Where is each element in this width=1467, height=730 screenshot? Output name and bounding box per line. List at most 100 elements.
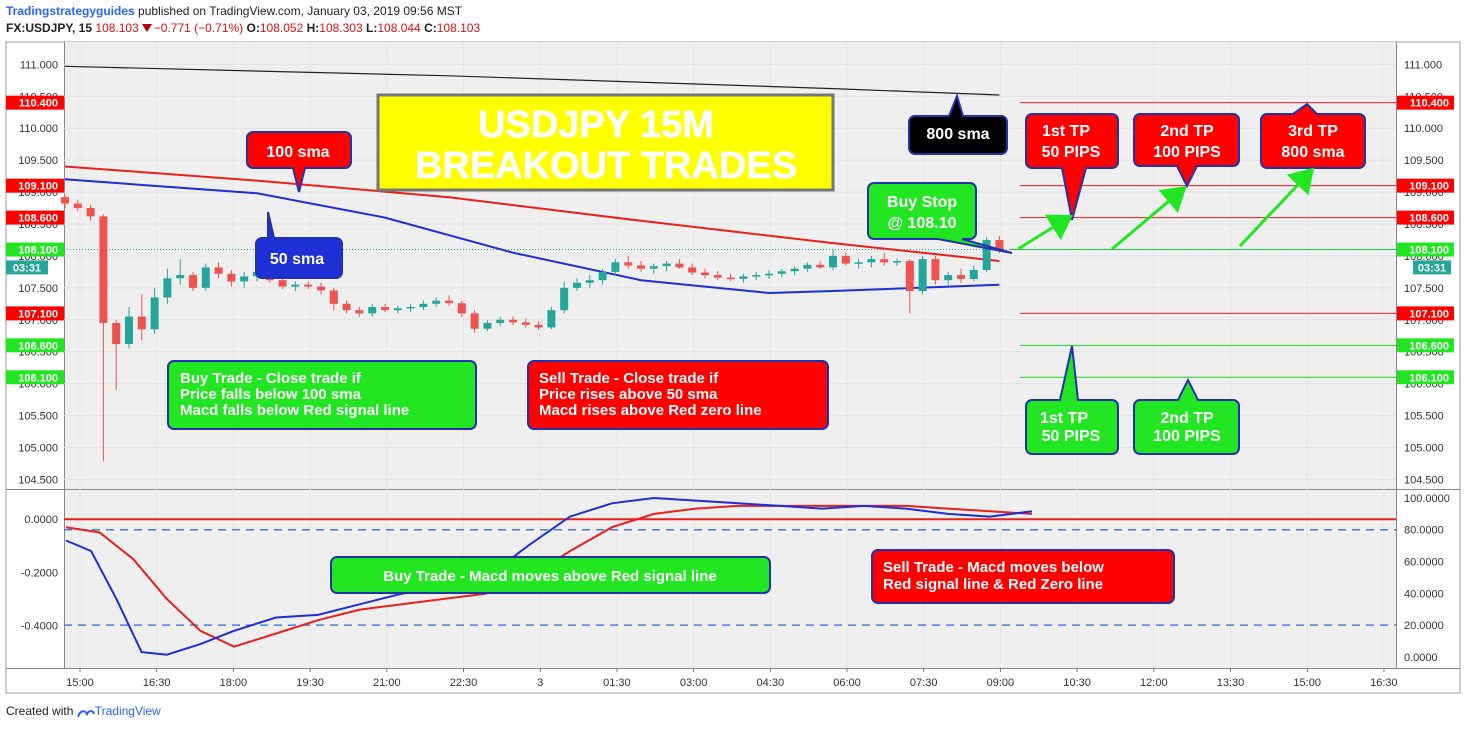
open-value: 108.052 (259, 21, 304, 35)
close-label: C: (424, 21, 437, 35)
candle-body (61, 197, 69, 204)
candle-body (854, 262, 863, 264)
publish-info: Tradingstrategyguides published on Tradi… (6, 4, 462, 18)
candle-body (918, 259, 927, 292)
indicator-tick-label: 0.0000 (1404, 652, 1438, 664)
candle-body (457, 303, 466, 314)
candle-body (624, 262, 633, 266)
candle-body (931, 259, 940, 281)
time-tick-label: 04:30 (757, 677, 785, 689)
level-badge (6, 178, 64, 193)
level-badge-label: 110.400 (1410, 98, 1449, 110)
time-axis[interactable]: 15:00 16:30 18:00 19:30 21:00 22:30 3 01:30 03:0… (66, 668, 1398, 689)
tp3-top-line2: 800 sma (1281, 144, 1344, 161)
candle-body (521, 322, 530, 325)
candle-body (240, 276, 249, 282)
candle-body (816, 264, 825, 268)
time-tick-label: 16:30 (143, 677, 171, 689)
time-tick-label: 06:00 (833, 677, 861, 689)
indicator-tick-label: 0.0000 (24, 514, 58, 526)
level-badge (1397, 178, 1454, 193)
indicator-tick-label: 20.0000 (1404, 620, 1444, 632)
sma800-callout: 800 sma (908, 92, 1008, 155)
level-badge (6, 242, 64, 257)
candle-body (880, 259, 889, 263)
tradingview-link[interactable]: TradingView (94, 704, 161, 718)
price-tick-label: 105.500 (18, 411, 58, 423)
time-tick-label: 15:00 (1293, 677, 1321, 689)
tp1-top-line2: 50 PIPS (1042, 144, 1101, 161)
price-tick-label: 109.500 (18, 155, 58, 167)
sell-macd-rule-box: Sell Trade - Macd moves below Red signal… (871, 549, 1175, 604)
price-tick-label: 111.000 (1404, 59, 1442, 71)
time-tick-label: 18:00 (220, 677, 248, 689)
tp2-bottom-callout: 2nd TP 100 PIPS (1133, 377, 1240, 455)
low-value: 108.044 (377, 21, 421, 35)
time-tick-label: 03:00 (680, 677, 708, 689)
level-badge-label: 110.400 (19, 98, 58, 110)
title-line1: USDJPY 15M (478, 104, 714, 146)
level-badge (6, 338, 64, 353)
title-box: USDJPY 15M BREAKOUT TRADES (376, 93, 835, 192)
buy-close-rule-box: Buy Trade - Close trade if Price falls b… (167, 360, 477, 430)
candle-body (329, 290, 338, 304)
tp2-top-line1: 2nd TP (1160, 123, 1214, 140)
candle-body (905, 261, 914, 292)
candle-body (969, 269, 978, 279)
candle-body (317, 286, 325, 291)
buy-close-line1: Buy Trade - Close trade if (180, 370, 362, 387)
candle-body (893, 261, 901, 263)
tp2-bottom-line2: 100 PIPS (1153, 428, 1221, 445)
candle-body (995, 239, 1004, 250)
candle-body (726, 277, 735, 280)
level-badge-label: 108.100 (18, 245, 58, 257)
candle-body (445, 300, 453, 304)
time-tick-label: 16:30 (1370, 677, 1398, 689)
level-badge (6, 306, 64, 321)
level-badge-label: 107.100 (18, 308, 58, 320)
sma-line (64, 65, 1000, 96)
tp1-bottom-line1: 1st TP (1040, 410, 1088, 427)
candle-body (560, 287, 569, 311)
sma-line (64, 165, 1000, 262)
candle-body (342, 303, 351, 311)
candle-body (483, 322, 492, 329)
candle-body (713, 275, 722, 278)
time-tick-label: 22:30 (450, 677, 478, 689)
level-badge-label: 109.100 (18, 181, 58, 193)
candle-body (944, 275, 953, 281)
high-value: 108.303 (319, 21, 363, 35)
time-tick-label: 07:30 (910, 677, 938, 689)
sell-close-line3: Macd rises above Red zero line (539, 402, 762, 419)
level-badge (6, 210, 64, 225)
candle-body (393, 308, 402, 311)
level-badge (1397, 242, 1454, 257)
author-link[interactable]: Tradingstrategyguides (6, 4, 135, 18)
sell-macd-line1: Sell Trade - Macd moves below (883, 559, 1104, 576)
right-price-axis[interactable]: 104.500105.000105.500106.000106.500107.0… (1397, 59, 1454, 664)
candle-body (86, 208, 95, 217)
candle-body (867, 259, 876, 263)
buy-stop-line2: @ 108.10 (888, 215, 957, 232)
tp3-top-callout: 3rd TP 800 sma (1260, 102, 1366, 169)
tp3-top-line1: 3rd TP (1288, 123, 1338, 140)
sma100-callout: 100 sma (246, 131, 352, 193)
sma100-label: 100 sma (266, 144, 329, 161)
candle-body (406, 307, 415, 309)
indicator-tick-label: 40.0000 (1404, 588, 1444, 600)
left-price-axis[interactable]: 104.500105.000105.500106.000106.500107.0… (6, 59, 64, 632)
candle-body (176, 275, 185, 279)
candle-body (73, 203, 82, 209)
tp2-top-callout: 2nd TP 100 PIPS (1133, 113, 1240, 189)
indicator-tick-label: 100.0000 (1404, 493, 1450, 505)
candle-body (573, 282, 581, 288)
candle-body (841, 255, 850, 264)
price-tick-label: 111.000 (20, 59, 58, 71)
candle-body (829, 255, 837, 268)
sma50-label: 50 sma (270, 251, 324, 268)
buy-macd-rule-box: Buy Trade - Macd moves above Red signal … (330, 556, 771, 594)
candle-body (982, 239, 991, 270)
indicator-tick-label: 60.0000 (1404, 557, 1444, 569)
price-tick-label: 104.500 (18, 474, 58, 486)
